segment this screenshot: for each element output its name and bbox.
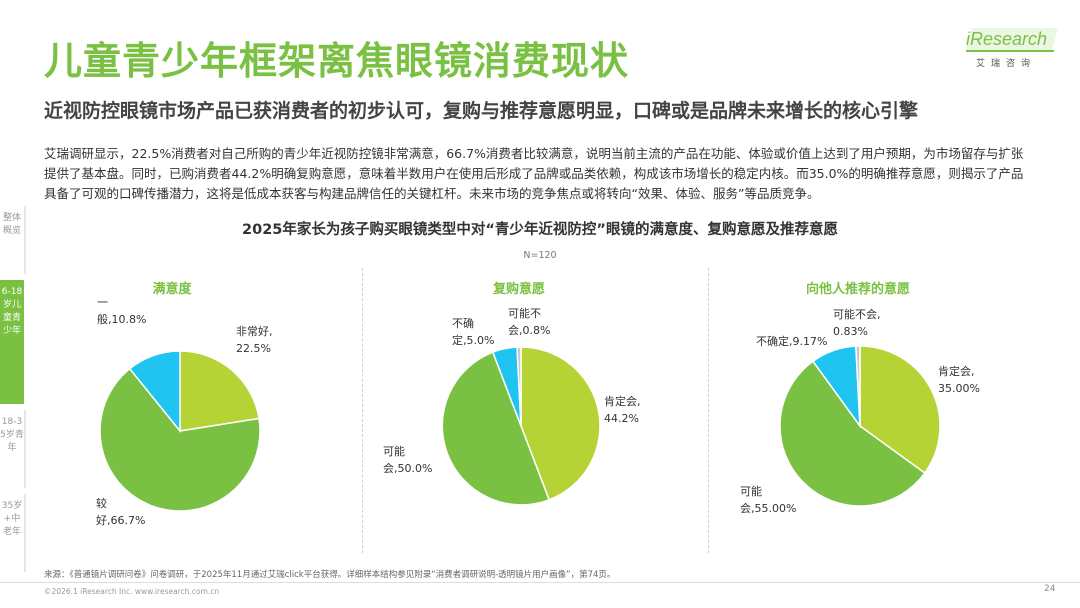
panel-divider <box>708 268 709 553</box>
pie-slice-repurchase-2 <box>491 346 522 427</box>
panel-title-satisfaction: 满意度 <box>152 282 192 297</box>
slice-label-very-good: 非常好, 22.5% <box>236 325 273 355</box>
panel-divider <box>362 268 363 553</box>
analysis-paragraph: 艾瑞调研显示，22.5%消费者对自己所购的青少年近视防控镜非常满意，66.7%消… <box>44 146 1024 201</box>
side-nav-youth[interactable]: 18-35岁青年 <box>0 410 26 488</box>
slice-label-good: 较好,66.7% <box>96 497 146 527</box>
pie-slice-recommend-3 <box>855 345 861 427</box>
panel-title-repurchase: 复购意愿 <box>492 282 545 297</box>
slice-label-will-recommend: 肯定会, 35.00% <box>938 365 980 395</box>
pie-slice-repurchase-1 <box>441 351 551 506</box>
slice-label-will-buy: 肯定会, 44.2% <box>604 395 641 425</box>
chart-title: 2025年家长为孩子购买眼镜类型中对“青少年近视防控”眼镜的满意度、复购意愿及推… <box>242 222 838 238</box>
side-nav-elderly[interactable]: 35岁+中老年 <box>0 494 26 572</box>
logo-text: iResearch <box>966 29 1048 49</box>
pie-slice-repurchase-3 <box>516 346 522 427</box>
logo-subtext: 艾瑞咨询 <box>976 59 1037 69</box>
pie-slice-satisfaction-1 <box>99 367 261 512</box>
page-subtitle: 近视防控眼镜市场产品已获消费者的初步认可，复购与推荐意愿明显，口碑或是品牌未来增… <box>44 100 919 122</box>
pie-slice-recommend-1 <box>779 360 926 507</box>
pie-slice-satisfaction-2 <box>128 350 181 434</box>
pie-slice-recommend-0 <box>859 345 941 475</box>
side-nav-children[interactable]: 6-18岁儿童青少年 <box>0 280 24 404</box>
slice-label-may-recommend: 可能 会,55.00% <box>740 485 797 515</box>
footer-divider <box>0 582 1080 583</box>
sample-size-note: N=120 <box>523 250 557 261</box>
page-number: 24 <box>1044 584 1056 594</box>
panel-title-recommend: 向他人推荐的意愿 <box>805 282 910 297</box>
side-nav-overview[interactable]: 整体概览 <box>0 206 26 274</box>
slice-label-unsure-recommend: 不确定,9.17% <box>756 335 828 348</box>
slice-label-average: 一般,10.8% <box>97 296 147 326</box>
pie-slice-recommend-2 <box>811 345 861 429</box>
logo-mark-icon <box>966 28 1058 52</box>
slice-label-may-not-buy: 可能不 会,0.8% <box>508 307 551 337</box>
slice-label-will-not-recommend: 可能不会, 0.83% <box>833 308 881 338</box>
copyright-text: ©2026.1 iResearch Inc. www.iresearch.com… <box>44 587 220 596</box>
slice-label-unsure: 不确 定,5.0% <box>452 317 495 347</box>
pie-slice-satisfaction-0 <box>179 350 260 432</box>
data-source-note: 来源：《普通镜片调研问卷》问卷调研，于2025年11月通过艾瑞click平台获得… <box>44 570 616 580</box>
pie-slice-repurchase-0 <box>520 346 601 501</box>
iresearch-logo: iResearch 艾瑞咨询 <box>962 24 1062 74</box>
slice-label-may-buy: 可能 会,50.0% <box>383 445 433 475</box>
page-title: 儿童青少年框架离焦眼镜消费现状 <box>44 39 630 83</box>
